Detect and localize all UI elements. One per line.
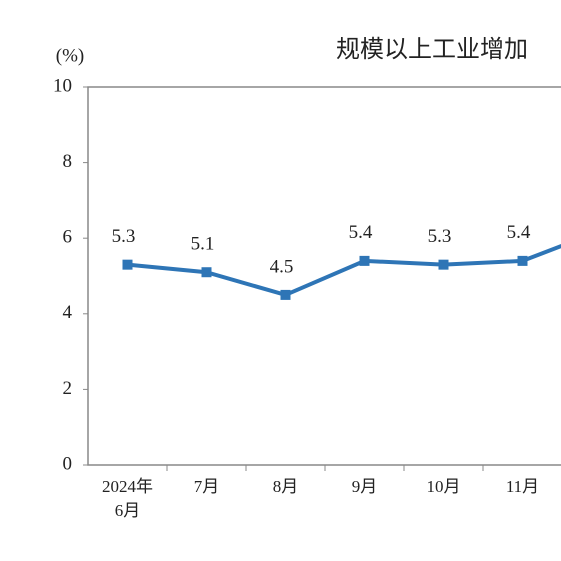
data-point [359,255,370,266]
data-point [201,267,212,278]
y-tick-label: 10 [53,75,72,96]
x-tick-label: 7月 [194,477,220,496]
data-label: 5.4 [507,222,531,243]
chart-title: 规模以上工业增加 [336,35,528,63]
x-tick-label: 8月 [273,477,299,496]
data-label: 5.4 [349,222,373,243]
plot-frame [87,86,561,466]
data-point [122,259,133,270]
x-tick-label: 9月 [352,477,378,496]
data-point [280,289,291,300]
y-axis-label: (%) [56,45,84,66]
data-label: 4.5 [270,256,294,277]
x-tick-label: 11月 [506,477,539,496]
data-label: 5.3 [112,226,136,247]
y-tick-label: 0 [63,453,73,474]
data-label: 5.1 [191,234,215,255]
x-tick-label: 10月 [427,477,461,496]
y-tick-label: 4 [63,302,73,323]
x-tick-label: 2024年 [102,477,153,496]
x-tick-label: 6月 [115,501,141,520]
y-tick-label: 2 [63,378,73,399]
data-point [517,255,528,266]
data-label: 5.3 [428,226,452,247]
y-tick-label: 6 [63,227,73,248]
data-point [438,259,449,270]
y-tick-label: 8 [63,151,73,172]
